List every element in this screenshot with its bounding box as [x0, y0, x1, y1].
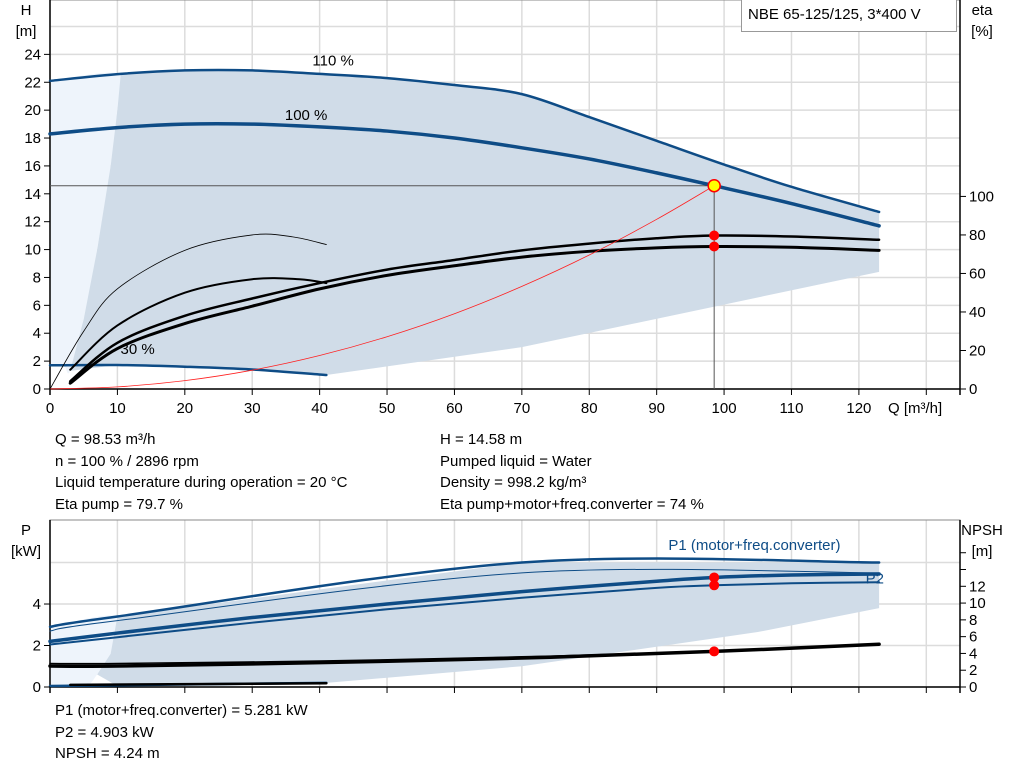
head-chart-y-tick-label: 20 — [24, 102, 41, 119]
head-chart-y-tick-label: 12 — [24, 214, 41, 231]
head-chart-y2-tick-label: 20 — [969, 342, 986, 359]
head-chart-x-tick-label: 60 — [446, 400, 463, 417]
head-chart-y-tick-label: 24 — [24, 46, 41, 63]
power-chart-series-npsh-30- — [68, 681, 328, 687]
power-chart-series-p2-110- — [49, 568, 880, 632]
head-chart-y-tick-label: 14 — [24, 186, 41, 203]
info-flow: Q = 98.53 m³/h — [55, 431, 156, 448]
duty-point-marker — [707, 178, 721, 193]
info-p1: P1 (motor+freq.converter) = 5.281 kW — [55, 702, 308, 719]
head-chart-curve-label: 30 % — [121, 341, 155, 358]
head-chart-x-tick-label: 80 — [581, 400, 598, 417]
head-chart-y2-tick-label: 40 — [969, 304, 986, 321]
power-chart-curve-label: P1 (motor+freq.converter) — [668, 537, 840, 554]
head-chart-x-tick-label: 20 — [176, 400, 193, 417]
head-chart-y-axis-unit: [m] — [16, 23, 37, 40]
info-density: Density = 998.2 kg/m³ — [440, 474, 587, 491]
head-chart-x-tick-label: 30 — [244, 400, 261, 417]
pump-model-title: NBE 65-125/125, 3*400 V — [748, 6, 921, 23]
info-npsh: NPSH = 4.24 m — [55, 745, 160, 762]
power-operating-point — [709, 580, 720, 591]
power-chart-y2-axis-label: NPSH — [961, 522, 1003, 539]
info-eta-total: Eta pump+motor+freq.converter = 74 % — [440, 495, 704, 513]
head-chart-x-tick-label: 0 — [46, 400, 54, 417]
info-p2: P2 = 4.903 kW — [55, 723, 154, 741]
head-chart-y2-tick-label: 0 — [969, 381, 977, 398]
head-chart-series-110- — [48, 68, 881, 214]
eta-operating-point — [709, 230, 720, 241]
head-chart-y-tick-label: 10 — [24, 242, 41, 259]
power-chart-series-p1-110- — [48, 557, 881, 629]
power-info: P1 (motor+freq.converter) = 5.281 kW P2 … — [55, 700, 308, 765]
info-eta-pump: Eta pump = 79.7 % — [55, 495, 183, 513]
power-chart-y2-tick-label: 4 — [969, 645, 977, 662]
info-liquid: Pumped liquid = Water — [440, 452, 592, 470]
head-chart-y2-tick-label: 60 — [969, 265, 986, 282]
power-chart-y2-tick-label: 8 — [969, 612, 977, 629]
head-chart-y-tick-label: 0 — [33, 381, 41, 398]
head-chart-x-tick-label: 10 — [109, 400, 126, 417]
eta-operating-point — [709, 241, 720, 252]
head-chart-y-tick-label: 6 — [33, 297, 41, 314]
head-chart-curve-label: 100 % — [285, 107, 328, 124]
head-chart-x-tick-label: 70 — [514, 400, 531, 417]
head-chart-y-tick-label: 16 — [24, 158, 41, 175]
power-chart-y-tick-label: 4 — [33, 596, 41, 613]
head-chart-y-tick-label: 4 — [33, 325, 41, 342]
power-chart-series-p2 — [49, 581, 881, 646]
power-chart-series-npsh — [48, 642, 881, 669]
head-chart-x-tick-label: 120 — [846, 400, 871, 417]
head-chart-y-tick-label: 18 — [24, 130, 41, 147]
power-chart-series-p1-motor-freq-converter- — [48, 572, 881, 644]
head-chart-y2-axis-unit: [%] — [971, 23, 993, 40]
power-chart-y2-tick-label: 12 — [969, 578, 986, 595]
info-head: H = 14.58 m — [440, 431, 523, 448]
power-chart-y2-tick-label: 10 — [969, 595, 986, 612]
head-chart-curve-label: 110 % — [312, 53, 353, 70]
head-chart-series-curve-6 — [69, 277, 328, 371]
power-chart-y-tick-label: 2 — [33, 638, 41, 655]
head-chart-y-tick-label: 8 — [33, 269, 41, 286]
power-chart-y-axis-unit: [kW] — [11, 543, 41, 560]
head-chart-x-tick-label: 90 — [648, 400, 665, 417]
power-chart-y2-tick-label: 0 — [969, 679, 977, 696]
power-chart-curve-label: P2 — [866, 570, 884, 587]
power-chart-y-tick-label: 0 — [33, 679, 41, 696]
head-chart-y-tick-label: 22 — [24, 74, 41, 91]
head-chart-x-tick-label: 50 — [379, 400, 396, 417]
head-chart-y2-tick-label: 80 — [969, 227, 986, 244]
head-chart-light-region — [50, 72, 126, 374]
head-chart-y-tick-label: 2 — [33, 353, 41, 370]
head-chart-x-tick-label: 110 — [780, 400, 804, 417]
head-chart-x-axis-label: Q [m³/h] — [888, 400, 942, 417]
power-chart-y2-tick-label: 6 — [969, 629, 977, 646]
head-chart-y2-tick-label: 100 — [969, 188, 994, 205]
power-operating-point — [709, 572, 720, 583]
head-chart-x-tick-label: 100 — [712, 400, 737, 417]
operating-info-right: H = 14.58 m Pumped liquid = Water Densit… — [440, 429, 704, 515]
head-chart-y2-axis-label: eta — [972, 2, 994, 19]
npsh-operating-point — [709, 646, 720, 657]
head-chart-y-axis-label: H — [21, 2, 32, 19]
info-speed: n = 100 % / 2896 rpm — [55, 452, 199, 470]
power-chart-y2-tick-label: 2 — [969, 662, 977, 679]
info-temperature: Liquid temperature during operation = 20… — [55, 474, 348, 491]
head-chart-x-tick-label: 40 — [311, 400, 328, 417]
head-chart-operating-region — [70, 70, 880, 376]
head-chart-series-curve-5 — [49, 233, 327, 390]
pump-model-legend: NBE 65-125/125, 3*400 V — [741, 0, 957, 32]
operating-info-left: Q = 98.53 m³/h n = 100 % / 2896 rpm Liqu… — [55, 429, 347, 515]
power-chart-y-axis-label: P — [21, 522, 31, 539]
power-chart-y2-axis-unit: [m] — [972, 543, 993, 560]
head-chart-series-system-curve — [49, 185, 715, 390]
power-chart-operating-region — [97, 562, 880, 686]
